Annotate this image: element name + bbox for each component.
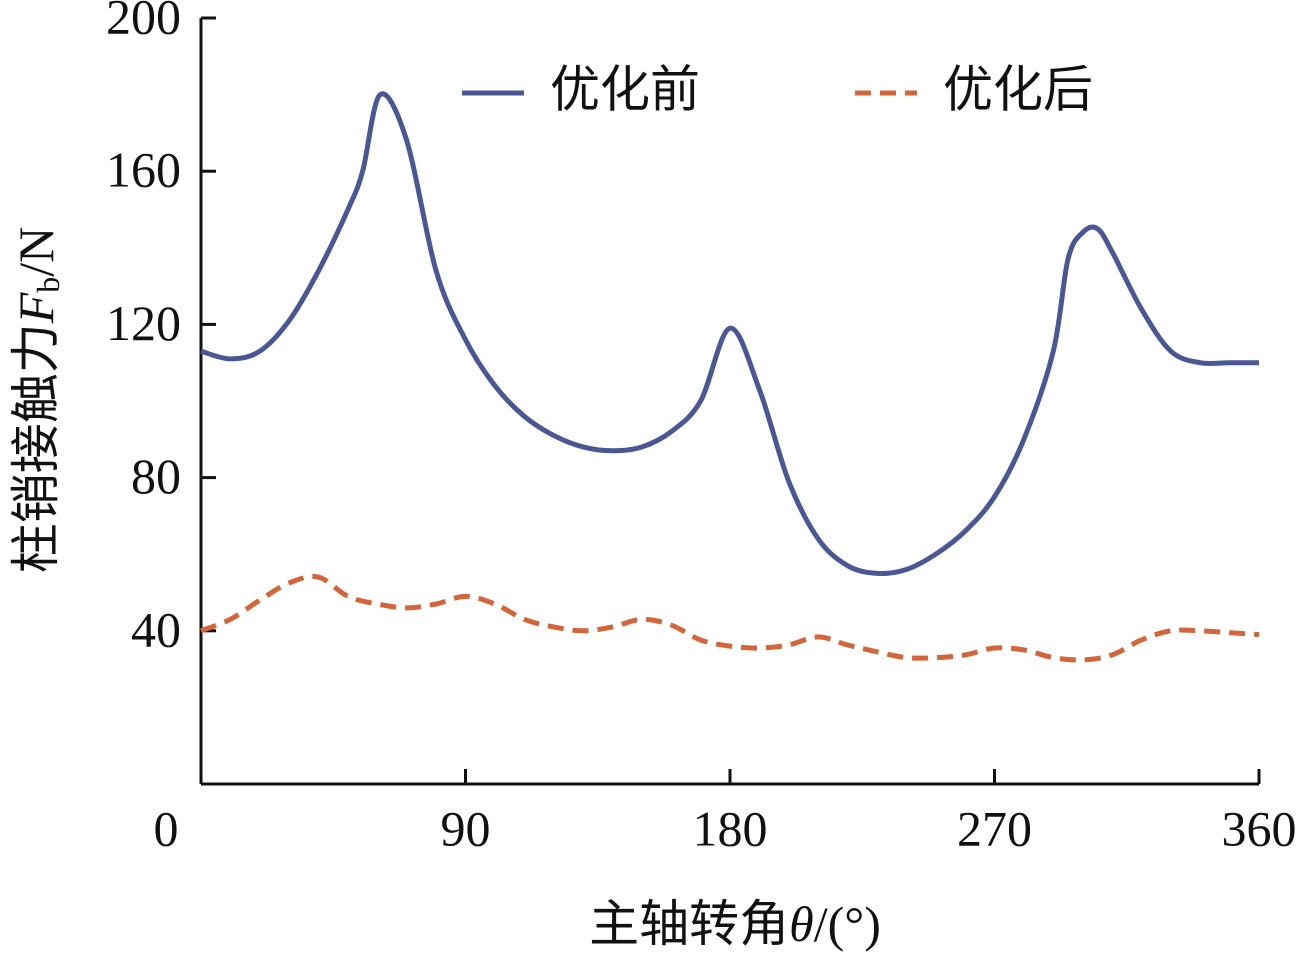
x-axis-label: 主轴转角θ/(°): [589, 896, 881, 952]
x-tick-label: 270: [957, 800, 1032, 856]
y-label-text: 柱销接触力: [8, 323, 64, 573]
x-label-symbol: θ: [789, 896, 814, 952]
x-tick-label: 180: [693, 800, 768, 856]
y-tick-label: 120: [106, 295, 181, 351]
legend-label: 优化前: [550, 61, 700, 117]
series-line: [200, 91, 1259, 576]
y-label-unit: /N: [8, 227, 64, 277]
series-line: [200, 574, 1260, 663]
y-tick-label: 160: [106, 142, 181, 198]
y-label-subscript: b: [30, 277, 66, 293]
y-label-symbol: F: [8, 292, 64, 324]
legend-label: 优化后: [943, 61, 1093, 117]
y-tick-label: 200: [106, 0, 181, 44]
y-tick-label: 40: [131, 601, 181, 657]
x-tick-label: 360: [1222, 800, 1297, 856]
y-axis-label: 柱销接触力Fb/N: [8, 227, 66, 574]
y-tick-label: 80: [131, 448, 181, 504]
x-tick-label: 90: [441, 800, 491, 856]
x-tick-label: 0: [154, 800, 179, 856]
x-label-unit: /(°): [814, 896, 881, 952]
x-label-text: 主轴转角: [589, 896, 789, 952]
